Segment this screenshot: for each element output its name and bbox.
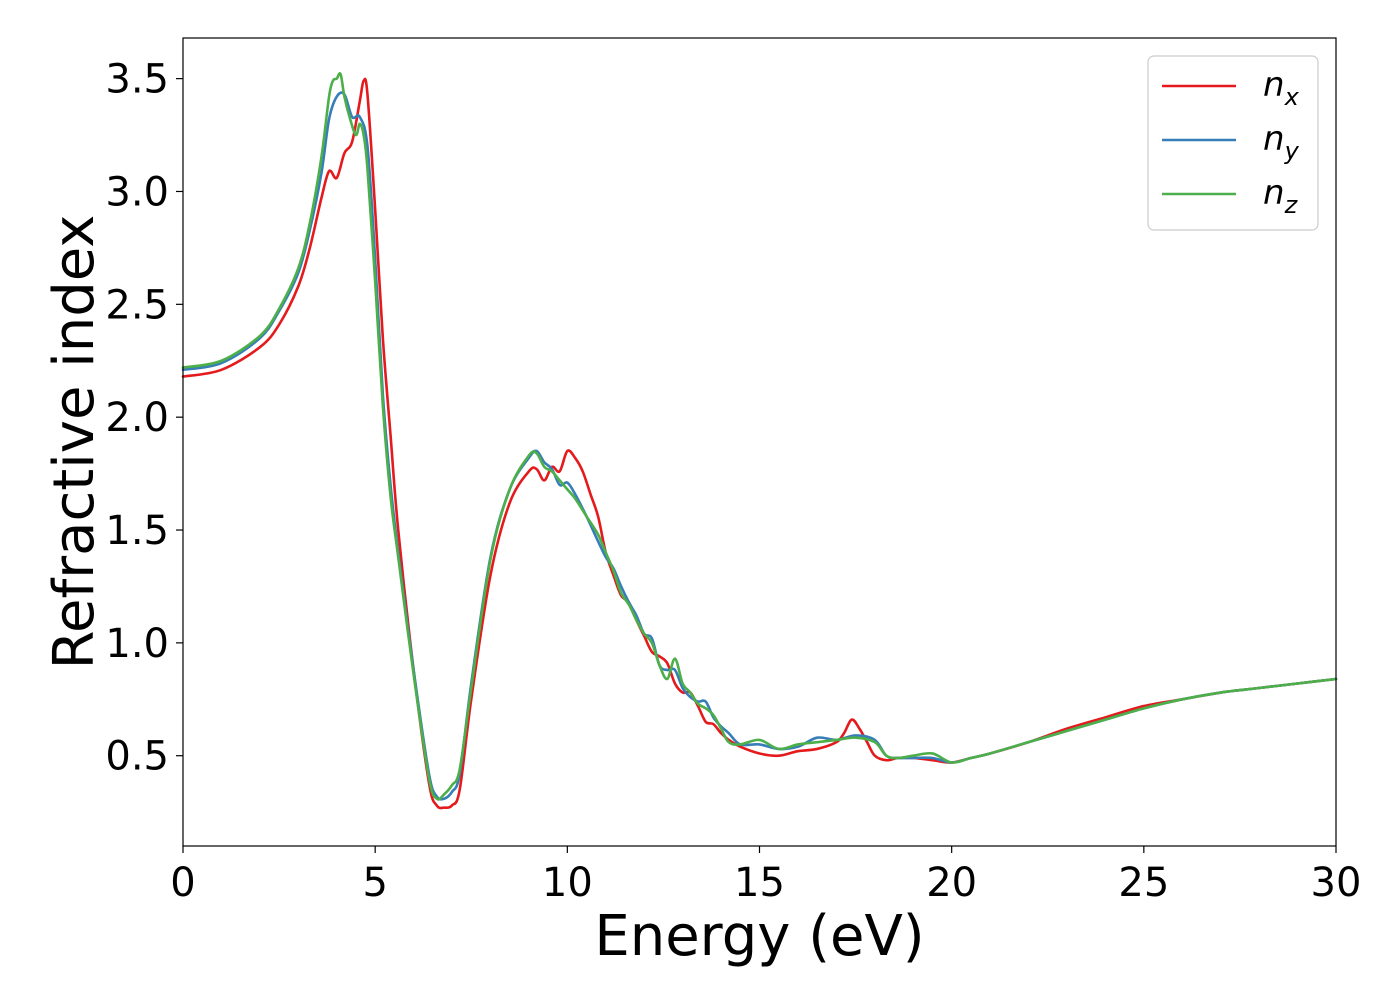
series-line-nz [181,72,1338,801]
x-tick-label: 20 [926,860,977,906]
x-tick-label: 0 [170,860,195,906]
plot-area [181,72,1338,810]
y-tick-label: 2.5 [105,282,169,328]
y-tick-label: 1.0 [105,621,169,667]
y-axis: 0.5 1.0 1.5 2.0 2.5 3.0 3.5 [105,57,183,780]
x-tick-label: 15 [734,860,785,906]
y-tick-label: 3.0 [105,169,169,215]
y-tick-label: 2.0 [105,395,169,441]
y-tick-label: 0.5 [105,734,169,780]
legend-subscript: z [1284,191,1299,219]
x-tick-label: 5 [362,860,387,906]
x-axis-label: Energy (eV) [594,904,924,969]
x-tick-label: 30 [1311,860,1362,906]
legend-box [1147,55,1319,231]
legend-subscript: y [1284,137,1300,165]
x-tick-label: 10 [542,860,593,906]
y-axis-label: Refractive index [42,215,107,670]
y-tick-label: 1.5 [105,508,169,554]
x-tick-label: 25 [1118,860,1169,906]
y-tick-label: 3.5 [105,57,169,103]
x-axis: 0 5 10 15 20 25 30 [170,846,1361,906]
legend-subscript: x [1284,83,1300,111]
